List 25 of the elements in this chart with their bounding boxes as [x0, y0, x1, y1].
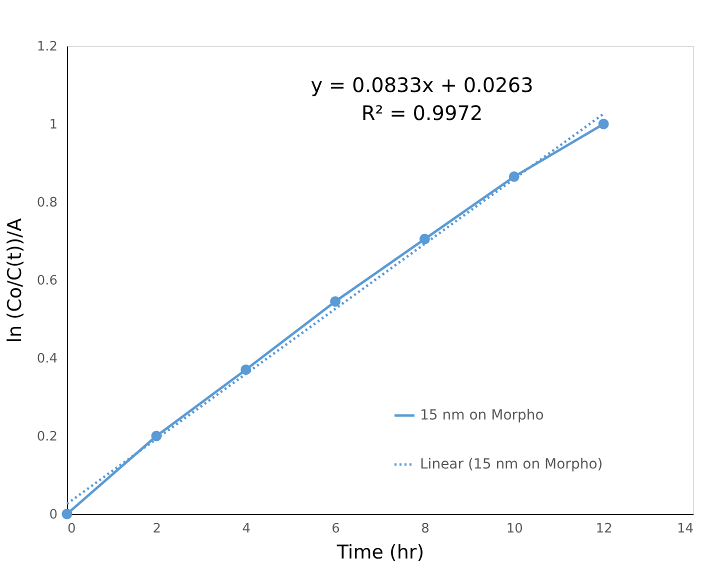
- annotation: R² = 0.9972: [361, 101, 483, 125]
- x-tick-label: 6: [332, 522, 340, 536]
- point: [330, 296, 341, 307]
- x-tick-label: 4: [242, 522, 250, 536]
- x-tick-label: 0: [68, 522, 76, 536]
- point: [598, 118, 609, 130]
- y-tick-label: 0.6: [36, 274, 58, 288]
- x-tick-label: 12: [596, 522, 612, 536]
- x-axis-title: Time (hr): [336, 542, 424, 564]
- x-tick-label: 10: [506, 522, 523, 536]
- y-tick-label: 0.4: [36, 352, 58, 366]
- y-tick-label: 0.2: [36, 430, 58, 444]
- legend-label: 15 nm on Morpho: [420, 408, 544, 424]
- x-tick-label: 2: [152, 522, 162, 536]
- y-axis-title: ln (Co/C(t))/A: [4, 218, 26, 343]
- point: [419, 234, 430, 244]
- legend-label: Linear (15 nm on Morpho): [420, 456, 603, 472]
- x-tick-label: 8: [421, 522, 430, 536]
- x-tick-label: 14: [676, 522, 694, 536]
- annotation: y = 0.0833x + 0.0263: [310, 73, 534, 97]
- point: [62, 508, 72, 520]
- y-tick-label: 0: [49, 508, 58, 522]
- y-tick-label: 1.2: [36, 40, 58, 54]
- y-tick-label: 1: [49, 118, 58, 132]
- y-tick-label: 0.8: [36, 196, 58, 210]
